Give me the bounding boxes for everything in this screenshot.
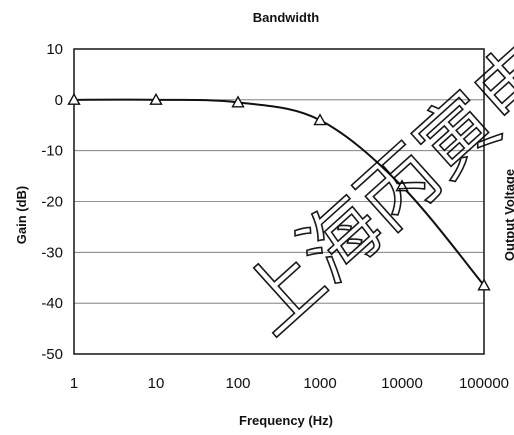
data-point-marker — [313, 113, 327, 126]
watermark-text: 上海丙寅电子 — [224, 0, 514, 352]
x-tick-label: 100000 — [459, 375, 509, 392]
y-tick-label: -10 — [41, 143, 63, 160]
y-tick-label: -50 — [41, 346, 63, 363]
series-line — [73, 98, 485, 287]
plot-area — [73, 48, 485, 355]
x-axis-label: Frequency (Hz) — [239, 413, 333, 428]
data-point-marker — [477, 278, 491, 291]
y-axis-label: Gain (dB) — [14, 186, 29, 245]
x-tick-labels: 1 10 100 1000 10000 100000 — [70, 375, 509, 392]
y-tick-label: -30 — [41, 244, 63, 261]
y-tick-label: -40 — [41, 295, 63, 312]
series-group — [67, 92, 491, 291]
data-point-marker — [395, 179, 409, 192]
grid — [74, 99, 484, 304]
x-tick-label: 1 — [70, 375, 78, 392]
data-point-marker — [149, 92, 163, 105]
y-tick-label: 0 — [55, 92, 63, 109]
y-tick-label: 10 — [46, 41, 63, 58]
chart-title: Bandwidth — [253, 10, 319, 25]
x-tick-label: 1000 — [303, 375, 336, 392]
data-point-marker — [231, 95, 245, 108]
y-tick-label: -20 — [41, 194, 63, 211]
right-axis-label: Output Voltage — [502, 169, 514, 261]
data-point-marker — [67, 92, 81, 105]
watermark: 上海丙寅电子 — [224, 0, 514, 353]
x-tick-label: 100 — [225, 375, 250, 392]
y-tick-labels: 10 0 -10 -20 -30 -40 -50 — [41, 41, 63, 363]
x-tick-label: 10000 — [381, 375, 423, 392]
x-tick-label: 10 — [148, 375, 165, 392]
